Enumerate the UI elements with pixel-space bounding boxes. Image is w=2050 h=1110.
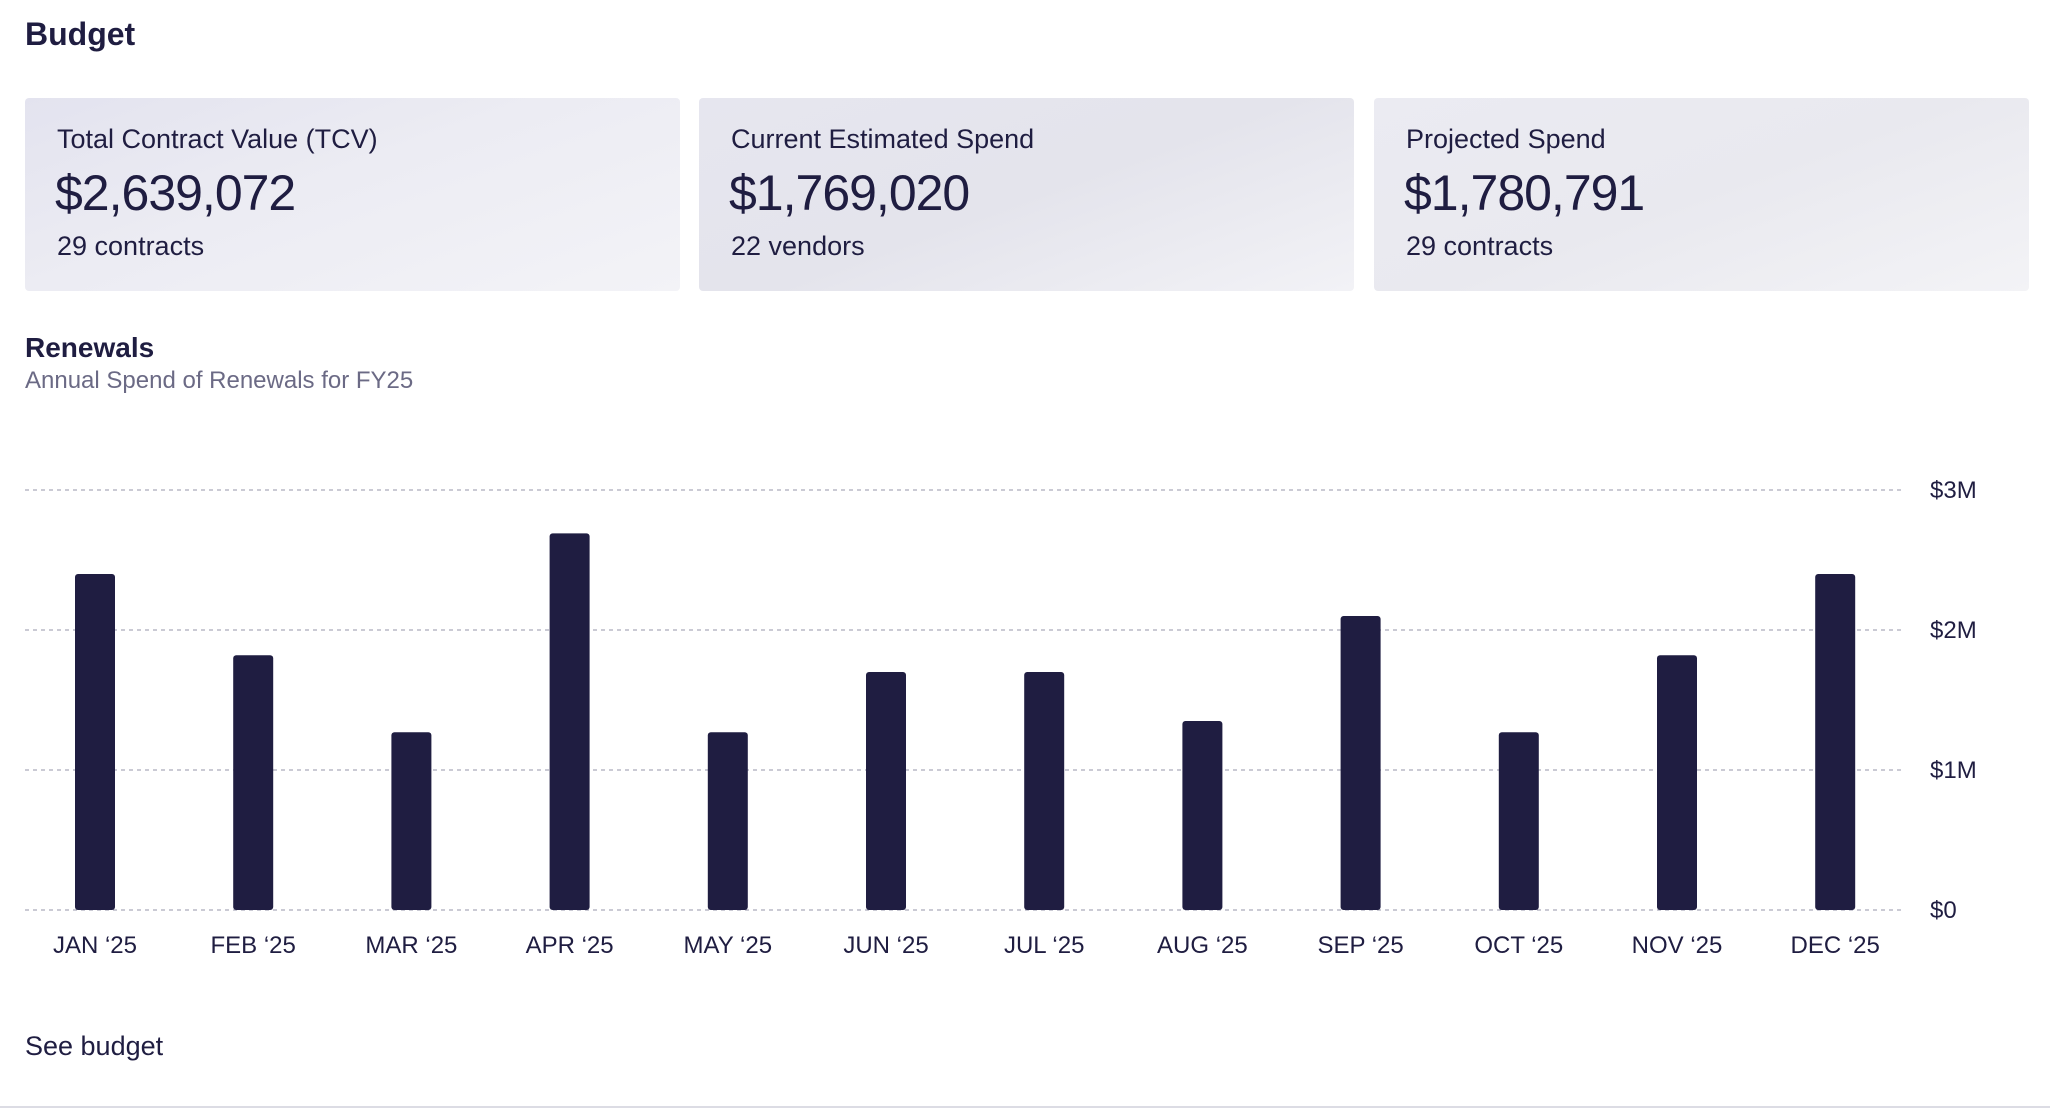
page-title: Budget <box>25 16 136 52</box>
x-tick-label: FEB ‘25 <box>211 932 296 959</box>
bar-10[interactable] <box>1498 732 1539 910</box>
projected-spend-card: Projected Spend $1,780,791 29 contracts <box>1374 98 2029 291</box>
card-label: Projected Spend <box>1406 124 1606 154</box>
x-tick-label: APR ‘25 <box>526 932 614 959</box>
divider <box>0 1106 2050 1108</box>
card-sub: 29 contracts <box>1406 231 1554 261</box>
y-tick-label: $1M <box>1930 757 1977 784</box>
y-tick-label: $2M <box>1930 617 1977 644</box>
card-sub: 29 contracts <box>57 231 205 261</box>
bar-1[interactable] <box>75 574 115 910</box>
see-budget-link[interactable]: See budget <box>25 1031 164 1061</box>
bar-8[interactable] <box>1182 721 1223 910</box>
tcv-card: Total Contract Value (TCV) $2,639,072 29… <box>25 98 680 291</box>
bar-2[interactable] <box>233 655 274 910</box>
x-tick-label: JAN ‘25 <box>53 932 137 959</box>
card-value: $2,639,072 <box>55 165 296 221</box>
bar-9[interactable] <box>1340 616 1381 910</box>
card-value: $1,780,791 <box>1404 165 1645 221</box>
x-tick-label: AUG ‘25 <box>1157 932 1248 959</box>
renewals-title: Renewals <box>25 332 155 363</box>
x-tick-label: JUN ‘25 <box>843 932 928 959</box>
x-tick-label: NOV ‘25 <box>1632 932 1723 959</box>
bar-5[interactable] <box>707 732 748 910</box>
x-tick-label: SEP ‘25 <box>1317 932 1403 959</box>
renewals-bar-chart: $0 $1M $2M $3M JAN ‘25 FEB ‘25 MAR ‘25 APR ‘25 M… <box>25 477 1977 959</box>
card-label: Current Estimated Spend <box>731 124 1035 154</box>
card-sub: 22 vendors <box>731 231 865 261</box>
x-tick-label: JUL ‘25 <box>1004 932 1084 959</box>
y-tick-label: $0 <box>1930 897 1957 924</box>
x-tick-label: OCT ‘25 <box>1474 932 1563 959</box>
x-tick-label: MAY ‘25 <box>684 932 773 959</box>
x-tick-label: DEC ‘25 <box>1791 932 1880 959</box>
card-label: Total Contract Value (TCV) <box>57 124 378 154</box>
bar-11[interactable] <box>1657 655 1697 910</box>
bar-6[interactable] <box>866 672 906 910</box>
bar-12[interactable] <box>1815 574 1856 910</box>
summary-cards: Total Contract Value (TCV) $2,639,072 29… <box>25 98 2029 291</box>
x-tick-label: MAR ‘25 <box>365 932 457 959</box>
bar-3[interactable] <box>391 732 432 910</box>
current-spend-card: Current Estimated Spend $1,769,020 22 ve… <box>699 98 1354 291</box>
card-value: $1,769,020 <box>729 165 970 221</box>
y-tick-label: $3M <box>1930 477 1977 504</box>
bar-4[interactable] <box>549 533 590 910</box>
renewals-subtitle: Annual Spend of Renewals for FY25 <box>25 367 414 394</box>
bar-7[interactable] <box>1024 672 1065 910</box>
